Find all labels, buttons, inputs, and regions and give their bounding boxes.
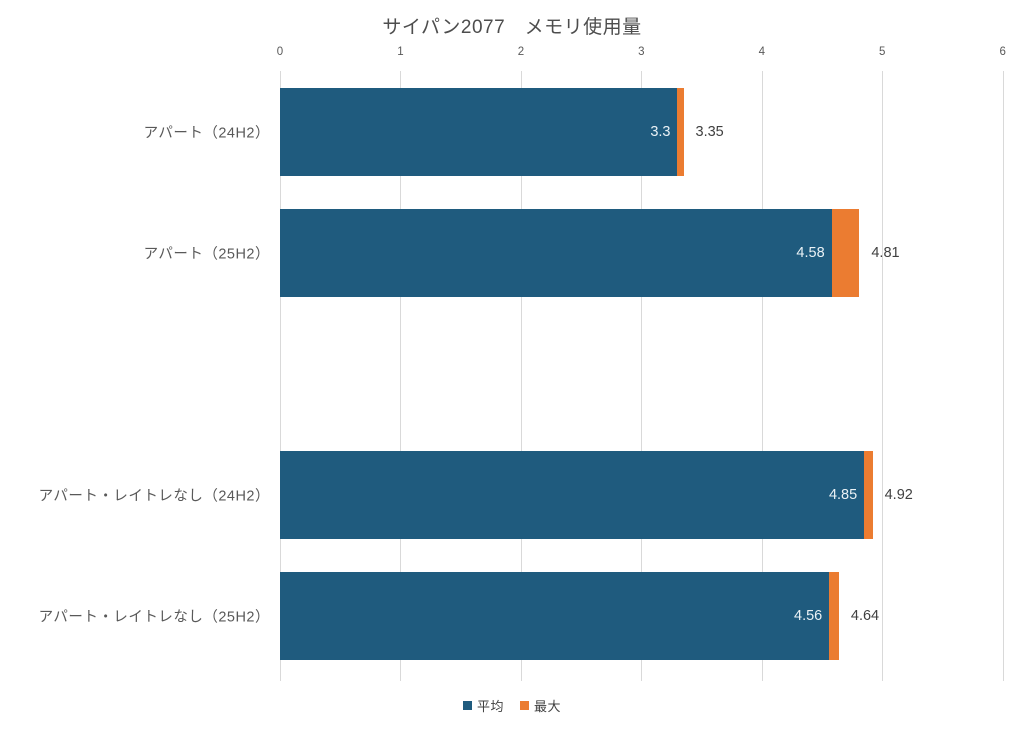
bar-max — [677, 87, 684, 176]
bar-average: 3.3 — [280, 87, 678, 176]
gridline — [882, 71, 884, 681]
chart-title: サイパン2077 メモリ使用量 — [382, 17, 642, 38]
gridline — [641, 71, 643, 681]
legend-swatch-icon — [520, 701, 529, 710]
value-label-average: 3.3 — [650, 123, 671, 140]
x-tick-label: 2 — [517, 46, 525, 58]
legend-item: 平均 — [462, 696, 504, 715]
bar-average: 4.56 — [280, 571, 830, 660]
category-label: アパート・レイトレなし（24H2） — [38, 488, 270, 504]
legend-swatch-icon — [462, 701, 472, 710]
legend-item: 最大 — [520, 696, 561, 715]
gridline — [1002, 71, 1004, 681]
value-label-max: 4.64 — [850, 607, 880, 624]
category-label: アパート・レイトレなし（25H2） — [38, 609, 270, 625]
bar-max — [829, 571, 839, 660]
value-label-max: 4.92 — [884, 486, 913, 503]
x-tick-label: 4 — [758, 46, 765, 58]
category-label: アパート（25H2） — [143, 246, 270, 262]
value-label-max: 3.35 — [695, 123, 724, 140]
legend-label: 平均 — [476, 699, 504, 714]
x-tick-label: 1 — [397, 46, 404, 58]
value-label-average: 4.56 — [794, 607, 823, 624]
value-label-max: 4.81 — [871, 244, 900, 261]
legend-label: 最大 — [534, 699, 562, 714]
gridline — [520, 71, 522, 681]
legend: 平均 最大 — [0, 696, 1024, 715]
bar-average: 4.58 — [280, 208, 832, 297]
gridline — [761, 71, 763, 681]
value-label-average: 4.85 — [828, 486, 858, 503]
gridline — [280, 71, 281, 681]
x-tick-label: 5 — [879, 46, 886, 58]
category-label: アパート（24H2） — [143, 125, 270, 141]
bar-average: 4.85 — [280, 450, 865, 539]
value-label-average: 4.58 — [796, 244, 825, 261]
x-tick-label: 0 — [276, 46, 284, 58]
bar-max — [831, 208, 860, 297]
x-tick-label: 6 — [999, 46, 1006, 58]
gridline — [400, 71, 402, 681]
bar-max — [864, 450, 873, 539]
x-tick-label: 3 — [638, 46, 645, 58]
